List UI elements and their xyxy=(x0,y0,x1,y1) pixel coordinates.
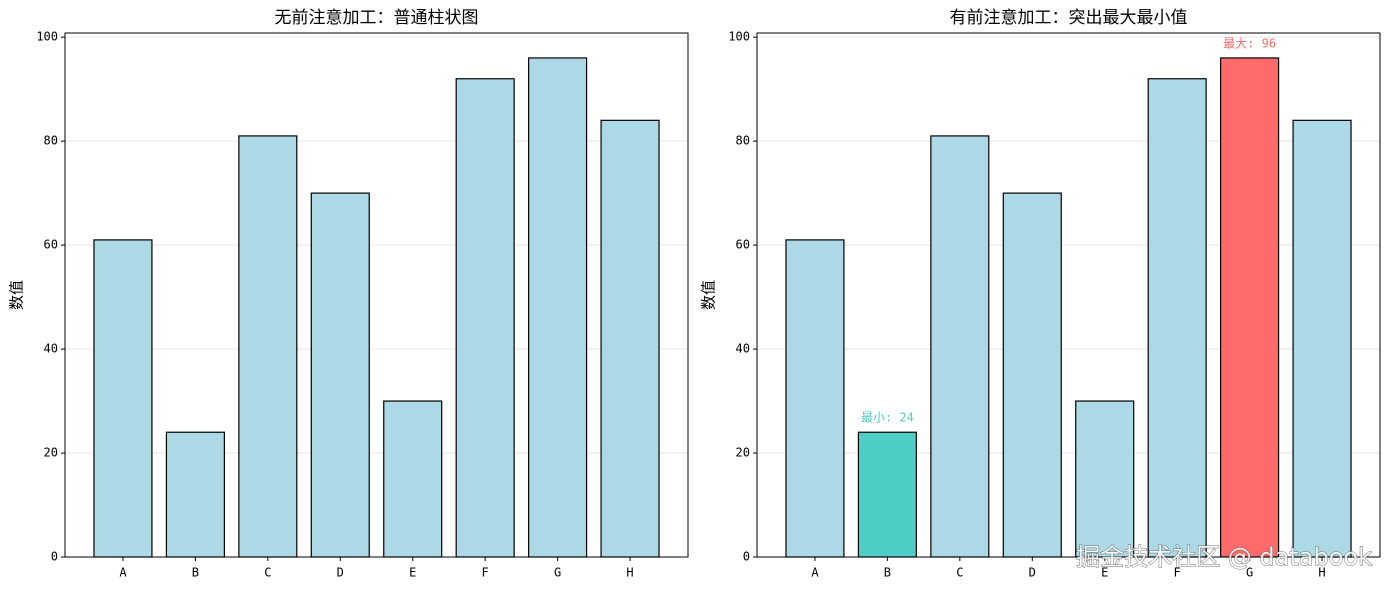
y-tick-label: 100 xyxy=(728,30,750,44)
bar xyxy=(1002,192,1062,558)
x-tick-label: E xyxy=(409,566,416,580)
bar xyxy=(310,192,370,558)
y-tick-label: 40 xyxy=(736,342,750,356)
chart-title: 无前注意加工：普通柱状图 xyxy=(275,8,479,28)
chart-title: 有前注意加工：突出最大最小值 xyxy=(950,8,1188,28)
y-tick-label: 20 xyxy=(736,446,750,460)
y-tick-label: 60 xyxy=(736,238,750,252)
bar xyxy=(785,239,845,558)
x-tick-label: H xyxy=(626,566,633,580)
value-label: 最大: 96 xyxy=(1223,36,1276,50)
y-tick-label: 80 xyxy=(44,134,58,148)
y-tick-label: 0 xyxy=(51,550,58,564)
x-tick-label: G xyxy=(554,566,561,580)
x-tick-label: A xyxy=(119,566,127,580)
value-label: 最小: 24 xyxy=(861,411,914,425)
bar xyxy=(1292,119,1352,558)
x-tick-label: C xyxy=(956,566,963,580)
bar xyxy=(930,135,990,558)
x-tick-label: E xyxy=(1101,566,1108,580)
bar xyxy=(238,135,298,558)
x-tick-label: B xyxy=(884,566,891,580)
watermark: 掘金技术社区 @ databook xyxy=(1076,543,1372,571)
y-tick-label: 100 xyxy=(36,30,58,44)
plot-frame xyxy=(64,32,689,558)
bar xyxy=(455,78,515,558)
bar xyxy=(383,400,443,558)
x-tick-label: D xyxy=(337,566,344,580)
bar xyxy=(1075,400,1135,558)
x-tick-label: C xyxy=(264,566,271,580)
bar xyxy=(857,431,917,558)
y-tick-label: 40 xyxy=(44,342,58,356)
x-tick-label: A xyxy=(811,566,819,580)
y-tick-label: 60 xyxy=(44,238,58,252)
y-axis-label: 数值 xyxy=(700,280,718,310)
x-tick-label: F xyxy=(482,566,489,580)
x-tick-label: F xyxy=(1174,566,1181,580)
bar xyxy=(600,119,660,558)
x-tick-label: G xyxy=(1246,566,1253,580)
x-tick-label: D xyxy=(1029,566,1036,580)
x-tick-label: H xyxy=(1318,566,1325,580)
y-tick-label: 20 xyxy=(44,446,58,460)
y-tick-label: 80 xyxy=(736,134,750,148)
bar xyxy=(165,431,225,558)
y-tick-label: 0 xyxy=(743,550,750,564)
bar xyxy=(1220,57,1280,558)
bar xyxy=(528,57,588,558)
bar xyxy=(1147,78,1207,558)
x-tick-label: B xyxy=(192,566,199,580)
bar xyxy=(93,239,153,558)
y-axis-label: 数值 xyxy=(8,280,26,310)
plot-frame xyxy=(756,32,1381,558)
